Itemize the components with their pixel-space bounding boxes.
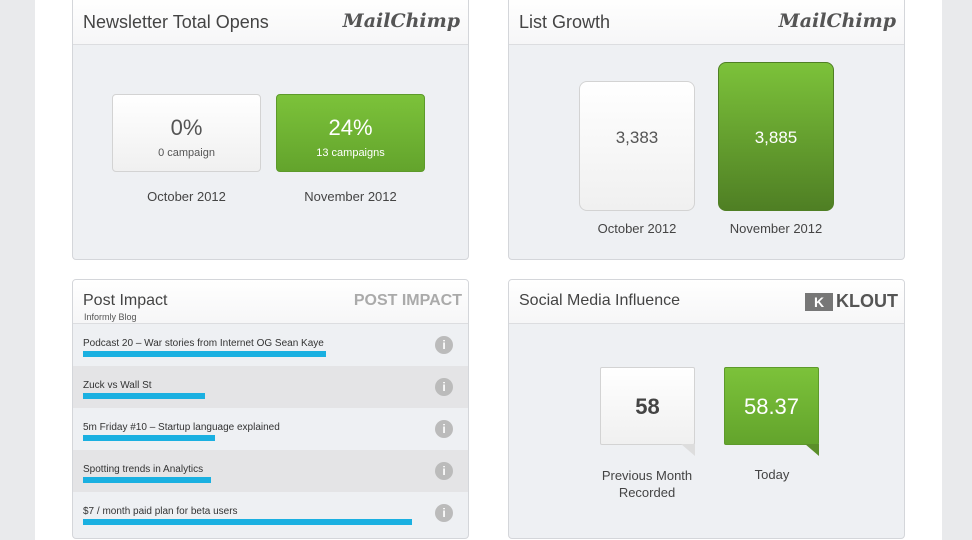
subscriber-count: 3,885 [754,128,798,147]
klout-score: 58.37 [743,394,800,419]
panel-header: Newsletter Total Opens MailChimp [73,0,468,45]
post-row[interactable]: Podcast 20 – War stories from Internet O… [73,324,468,366]
month-label: November 2012 [729,221,823,236]
social-panel: Social Media Influence K KLOUT 58 58.37 P… [508,279,905,539]
impact-bar [83,477,211,483]
panel-title: Post Impact [83,292,168,309]
mailchimp-logo: MailChimp [778,10,896,32]
growth-november: 3,885 [718,62,834,211]
envelope-november: 24% 13 campaigns [276,94,425,172]
month-label: October 2012 [597,221,677,236]
klout-logo: K KLOUT [805,291,898,312]
speech-tail [805,444,819,456]
info-icon[interactable]: i [435,462,453,480]
panel-header: Social Media Influence K KLOUT [509,280,904,324]
post-title[interactable]: Spotting trends in Analytics [83,464,204,475]
post-title[interactable]: Zuck vs Wall St [83,380,152,391]
month-label: October 2012 [147,189,226,204]
post-row[interactable]: Zuck vs Wall St i [73,366,468,408]
opens-value: 0% [170,115,203,140]
post-row[interactable]: 5m Friday #10 – Startup language explain… [73,408,468,450]
post-row[interactable]: $7 / month paid plan for beta users i [73,492,468,534]
klout-score: 58 [635,394,660,419]
previous-label: Previous Month Recorded [582,467,712,501]
subscriber-count: 3,383 [615,128,659,147]
klout-previous: 58 [600,367,695,456]
post-title[interactable]: 5m Friday #10 – Startup language explain… [83,422,280,433]
campaign-count: 0 campaign [158,147,215,159]
campaign-count: 13 campaigns [316,147,385,159]
impact-bar [83,519,412,525]
klout-icon: K [805,292,833,311]
mailchimp-logo: MailChimp [342,10,460,32]
opens-value: 24% [328,115,373,140]
impact-bar [83,393,205,399]
post-title[interactable]: Podcast 20 – War stories from Internet O… [83,338,324,349]
speech-tail [681,444,695,456]
month-label: November 2012 [304,189,397,204]
post-title[interactable]: $7 / month paid plan for beta users [83,506,238,517]
post-impact-logo: POST IMPACT [353,292,462,309]
klout-logo-text: KLOUT [836,291,898,311]
panel-title: Newsletter Total Opens [83,12,269,32]
panel-title: Social Media Influence [519,292,680,309]
post-row[interactable]: Spotting trends in Analytics i [73,450,468,492]
post-impact-panel: Post Impact Informly Blog POST IMPACT Po… [72,279,469,539]
label-line: Recorded [618,485,676,500]
list-growth-panel: List Growth MailChimp 3,383 3,885 Octobe… [508,0,905,260]
today-label: Today [754,467,790,482]
info-icon[interactable]: i [435,336,453,354]
newsletter-panel: Newsletter Total Opens MailChimp 0% 0 ca… [72,0,469,260]
impact-bar [83,351,326,357]
panel-title: List Growth [519,12,611,32]
panel-header: Post Impact Informly Blog POST IMPACT [73,280,468,324]
info-icon[interactable]: i [435,378,453,396]
info-icon[interactable]: i [435,420,453,438]
growth-october: 3,383 [579,81,695,211]
klout-today: 58.37 [724,367,819,456]
panel-subtitle: Informly Blog [84,312,137,322]
impact-bar [83,435,215,441]
envelope-october: 0% 0 campaign [112,94,261,172]
info-icon[interactable]: i [435,504,453,522]
panel-header: List Growth MailChimp [509,0,904,45]
label-line: Previous Month [601,468,693,483]
